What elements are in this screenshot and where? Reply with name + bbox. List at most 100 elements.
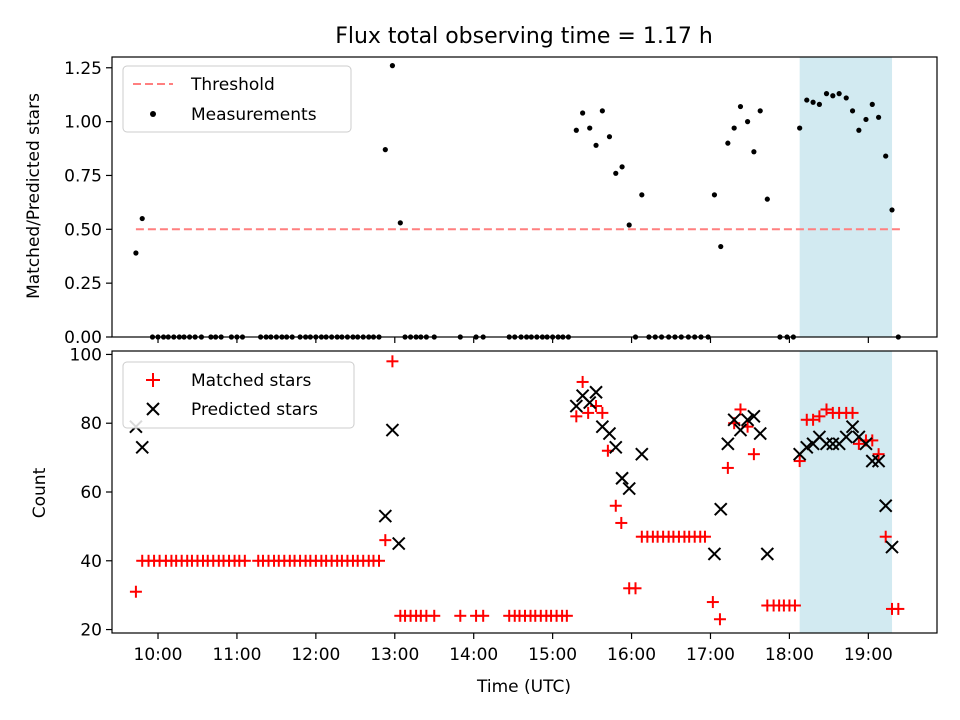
measurement-point [619, 164, 625, 170]
measurement-point [856, 127, 862, 133]
predicted-star-point [871, 454, 886, 468]
x-tick-label: 17:00 [686, 645, 735, 665]
matched-star-point [879, 530, 892, 543]
matched-star-point [698, 530, 711, 543]
y-tick-label: 1.25 [64, 59, 102, 79]
measurement-point [626, 222, 632, 228]
x-tick-label: 16:00 [607, 645, 656, 665]
predicted-star-point [609, 440, 623, 454]
matched-star-point [813, 410, 826, 423]
predicted-star-point [714, 502, 728, 516]
measurement-point [397, 220, 403, 226]
x-tick-label: 19:00 [844, 645, 893, 665]
matched-star-point [477, 609, 490, 622]
measurement-point [863, 116, 869, 123]
matched-star-point [596, 406, 609, 419]
matched-star-point [576, 375, 589, 388]
y-tick-label: 20 [80, 621, 102, 641]
bottom-panel: 20 40 60 80 100 10:00 11:00 12:00 13:00 14:00 15:… [30, 345, 938, 697]
matched-star-point [570, 410, 583, 423]
predicted-star-point [583, 395, 597, 410]
top-y-axis: 0.00 0.25 0.50 0.75 1.00 1.25 [64, 59, 112, 348]
measurement-point [875, 114, 882, 120]
measurement-point [606, 134, 613, 140]
x-tick-label: 10:00 [134, 645, 183, 665]
x-tick-label: 11:00 [212, 645, 261, 665]
matched-star-point [428, 609, 441, 622]
predicted-star-points [129, 385, 899, 561]
matched-star-point [793, 455, 806, 468]
legend-measurement-swatch [150, 111, 156, 117]
predicted-star-point [635, 447, 649, 461]
measurement-point [587, 125, 593, 131]
predicted-star-point [602, 426, 617, 441]
measurement-point [830, 93, 836, 99]
measurement-point [804, 97, 810, 103]
x-tick-label: 14:00 [449, 645, 498, 665]
measurement-point [883, 153, 889, 159]
predicted-star-point [753, 426, 767, 441]
predicted-star-point [885, 540, 899, 554]
measurement-point [389, 63, 396, 69]
matched-star-points [129, 355, 905, 626]
matched-star-point [629, 582, 642, 595]
predicted-star-point [859, 437, 873, 451]
legend-matched-label: Matched stars [191, 371, 311, 391]
bottom-x-axis: 10:00 11:00 12:00 13:00 14:00 15:00 16:00 17:00… [134, 633, 893, 665]
measurement-point [139, 215, 145, 222]
matched-star-point [609, 499, 622, 512]
observing-window-highlight-bottom [799, 351, 893, 633]
bottom-y-axis: 20 40 60 80 100 [70, 345, 112, 641]
y-tick-label: 0.25 [64, 274, 102, 294]
predicted-star-point [615, 471, 629, 485]
measurement-point [823, 91, 830, 97]
matched-star-point [379, 534, 392, 547]
measurement-point [725, 140, 731, 146]
measurement-point [613, 170, 619, 176]
bottom-legend-box [122, 361, 355, 429]
predicted-star-point [733, 423, 748, 437]
predicted-star-point [740, 413, 755, 427]
matched-star-point [892, 602, 905, 615]
measurement-point [764, 196, 770, 202]
x-tick-label: 15:00 [528, 645, 577, 665]
measurement-point [639, 192, 645, 198]
predicted-star-point [819, 437, 834, 451]
matched-star-point [706, 596, 719, 609]
measurement-point [836, 91, 842, 97]
matched-star-point [852, 437, 865, 450]
y-tick-label: 1.00 [64, 113, 102, 133]
measurement-point [869, 101, 875, 107]
matched-star-point [846, 406, 859, 419]
top-legend-box [122, 65, 352, 133]
predicted-star-point [826, 437, 840, 451]
top-x-ticks [157, 337, 869, 343]
predicted-star-point [721, 437, 735, 451]
x-tick-label: 13:00 [370, 645, 419, 665]
matched-star-point [820, 403, 833, 416]
matched-star-point [454, 609, 467, 622]
measurement-point [599, 108, 605, 114]
y-tick-label: 40 [80, 552, 102, 572]
matched-star-point [713, 613, 726, 626]
matched-star-point [560, 609, 573, 622]
matched-star-point [582, 406, 595, 419]
measurement-point [816, 101, 823, 107]
matched-star-point [747, 448, 760, 461]
y-tick-label: 80 [80, 414, 102, 434]
measurement-point [757, 108, 763, 114]
predicted-star-point [378, 509, 393, 523]
matched-star-point [238, 554, 251, 567]
predicted-star-point [760, 547, 775, 561]
predicted-star-point [135, 440, 149, 454]
x-tick-label: 18:00 [765, 645, 814, 665]
y-tick-label: 0.50 [64, 220, 102, 240]
measurement-point [751, 149, 757, 155]
top-axes-frame [111, 56, 938, 338]
predicted-star-point [839, 430, 853, 444]
predicted-star-point [878, 499, 893, 513]
measurement-point [711, 192, 718, 198]
measurement-point [573, 127, 579, 133]
measurement-points [133, 63, 901, 340]
